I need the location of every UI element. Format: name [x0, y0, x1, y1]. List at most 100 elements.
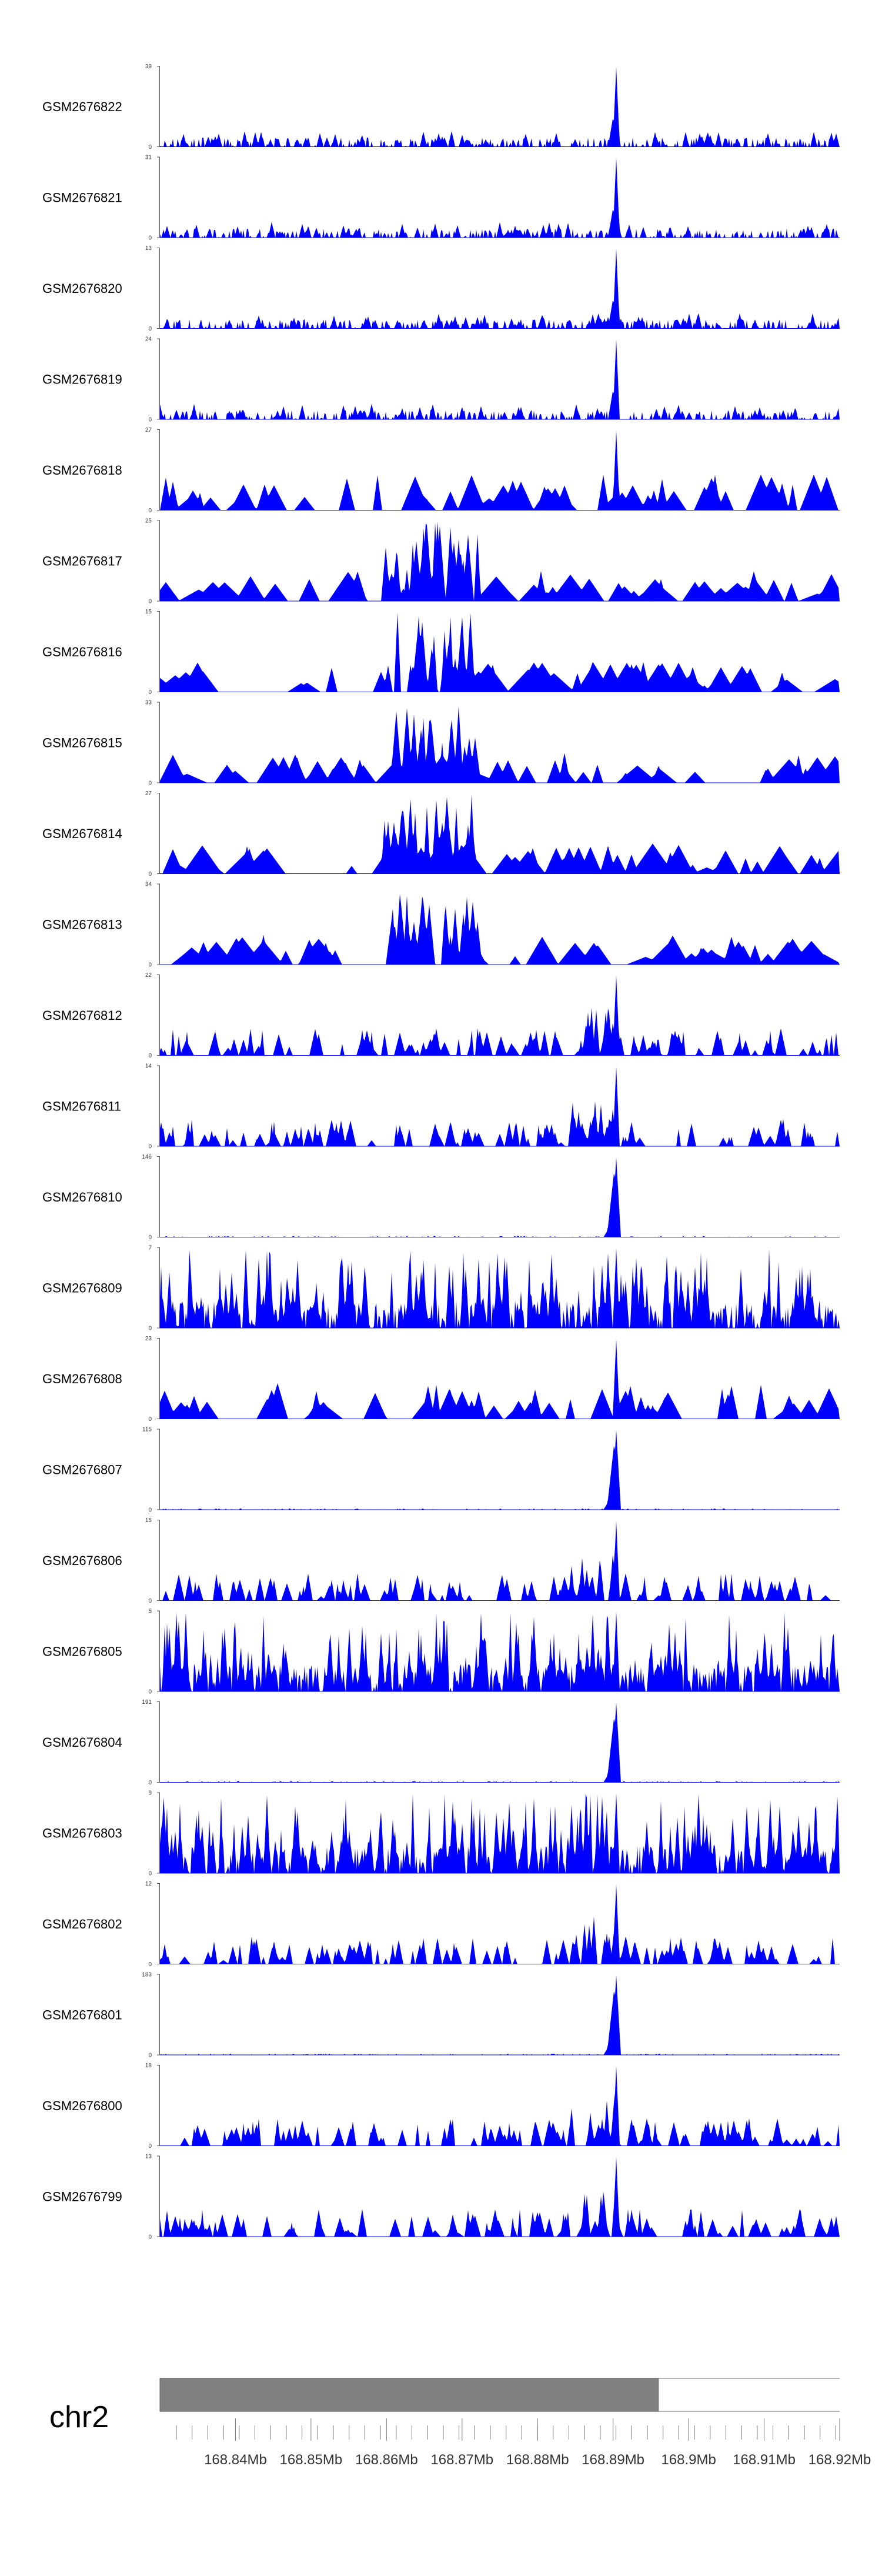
track-GSM2676803: GSM2676803 9 0	[42, 1790, 840, 1877]
track-label: GSM2676802	[42, 1917, 122, 1931]
y-tick-label-min: 0	[148, 2234, 152, 2241]
coverage-area	[160, 1157, 840, 1237]
coverage-area	[160, 894, 840, 965]
y-tick-label-min: 0	[148, 1053, 152, 1059]
x-tick-label: 168.91Mb	[733, 2452, 796, 2468]
track-label: GSM2676822	[42, 99, 122, 114]
track-label: GSM2676814	[42, 826, 122, 841]
y-tick-label-min: 0	[148, 962, 152, 969]
coverage-area	[160, 1066, 840, 1147]
y-tick-label-max: 191	[142, 1699, 152, 1706]
track-GSM2676814: GSM2676814 27 0	[42, 790, 840, 877]
y-tick-label-max: 13	[145, 2154, 152, 2160]
coverage-area	[160, 339, 840, 420]
y-tick-label-min: 0	[148, 1689, 152, 1696]
coverage-area	[160, 1975, 840, 2056]
track-label: GSM2676815	[42, 736, 122, 750]
coverage-area	[160, 976, 840, 1056]
track-GSM2676822: GSM2676822 39 0	[42, 64, 840, 151]
coverage-area	[160, 794, 840, 874]
track-GSM2676800: GSM2676800 18 0	[42, 2063, 840, 2150]
track-label: GSM2676807	[42, 1463, 122, 1477]
x-tick-label: 168.9Mb	[661, 2452, 716, 2468]
track-GSM2676801: GSM2676801 183 0	[42, 1972, 840, 2059]
y-tick-label-max: 7	[148, 1245, 152, 1252]
coverage-area	[160, 158, 840, 238]
y-tick-label-max: 22	[145, 972, 152, 979]
y-tick-label-min: 0	[148, 1144, 152, 1150]
y-tick-label-min: 0	[148, 1871, 152, 1877]
track-GSM2676804: GSM2676804 191 0	[42, 1699, 840, 1786]
coverage-area	[160, 2066, 840, 2146]
track-GSM2676812: GSM2676812 22 0	[42, 972, 840, 1059]
coverage-area	[160, 431, 840, 510]
track-GSM2676816: GSM2676816 15 0	[42, 609, 840, 696]
y-tick-label-min: 0	[148, 508, 152, 514]
track-label: GSM2676808	[42, 1372, 122, 1386]
track-label: GSM2676810	[42, 1190, 122, 1204]
track-label: GSM2676819	[42, 372, 122, 387]
track-label: GSM2676816	[42, 645, 122, 659]
y-tick-label-max: 31	[145, 155, 152, 161]
track-GSM2676802: GSM2676802 12 0	[42, 1881, 840, 1968]
track-label: GSM2676809	[42, 1281, 122, 1296]
track-label: GSM2676820	[42, 281, 122, 296]
track-label: GSM2676801	[42, 2008, 122, 2023]
coverage-area	[160, 1248, 840, 1329]
y-tick-label-min: 0	[148, 1961, 152, 1968]
track-label: GSM2676821	[42, 191, 122, 205]
y-tick-label-max: 27	[145, 790, 152, 797]
coverage-area	[160, 2157, 840, 2237]
track-GSM2676819: GSM2676819 24 0	[42, 336, 840, 423]
x-tick-label: 168.85Mb	[280, 2452, 343, 2468]
y-tick-label-min: 0	[148, 1507, 152, 1514]
coverage-area	[160, 1611, 840, 1692]
y-tick-label-max: 115	[142, 1427, 152, 1433]
track-GSM2676818: GSM2676818 27 0	[42, 427, 840, 514]
track-label: GSM2676799	[42, 2190, 122, 2204]
y-tick-label-max: 23	[145, 1336, 152, 1342]
track-GSM2676805: GSM2676805 5 0	[42, 1609, 840, 1696]
y-tick-label-min: 0	[148, 1598, 152, 1604]
track-label: GSM2676818	[42, 463, 122, 478]
coverage-area	[160, 67, 840, 147]
x-tick-label: 168.92Mb	[808, 2452, 871, 2468]
track-GSM2676820: GSM2676820 13 0	[42, 245, 840, 332]
coverage-area	[160, 249, 840, 329]
coverage-area	[160, 1430, 840, 1510]
coverage-area	[160, 612, 840, 692]
y-tick-label-min: 0	[148, 780, 152, 787]
y-tick-label-min: 0	[148, 326, 152, 332]
y-tick-label-max: 25	[145, 518, 152, 525]
track-label: GSM2676817	[42, 554, 122, 569]
track-GSM2676810: GSM2676810 146 0	[42, 1154, 840, 1241]
y-tick-label-max: 34	[145, 882, 152, 888]
y-tick-label-min: 0	[148, 2143, 152, 2150]
x-tick-label: 168.88Mb	[506, 2452, 569, 2468]
x-tick-label: 168.89Mb	[582, 2452, 644, 2468]
track-GSM2676815: GSM2676815 33 0	[42, 700, 840, 787]
y-tick-label-max: 13	[145, 245, 152, 252]
y-tick-label-max: 183	[142, 1972, 152, 1978]
y-tick-label-min: 0	[148, 144, 152, 151]
track-label: GSM2676800	[42, 2098, 122, 2113]
track-label: GSM2676812	[42, 1008, 122, 1023]
track-GSM2676811: GSM2676811 14 0	[42, 1063, 840, 1150]
y-tick-label-min: 0	[148, 689, 152, 696]
y-tick-label-max: 9	[148, 1790, 152, 1797]
genome-axis: chr2 168.84Mb 168.85Mb 168.86Mb 168.87Mb 168…	[49, 2378, 871, 2468]
y-tick-label-max: 39	[145, 64, 152, 70]
track-GSM2676817: GSM2676817 25 0	[42, 518, 840, 605]
y-tick-label-min: 0	[148, 871, 152, 877]
track-GSM2676813: GSM2676813 34 0	[42, 882, 840, 969]
y-tick-label-min: 0	[148, 1416, 152, 1423]
y-tick-label-max: 15	[145, 609, 152, 615]
track-GSM2676806: GSM2676806 15 0	[42, 1517, 840, 1604]
y-tick-label-max: 14	[145, 1063, 152, 1070]
coverage-area	[160, 1339, 840, 1419]
x-tick-label: 168.87Mb	[430, 2452, 493, 2468]
y-tick-label-max: 146	[142, 1154, 152, 1160]
track-GSM2676809: GSM2676809 7 0	[42, 1245, 840, 1332]
y-tick-label-max: 33	[145, 700, 152, 706]
y-tick-label-max: 18	[145, 2063, 152, 2069]
